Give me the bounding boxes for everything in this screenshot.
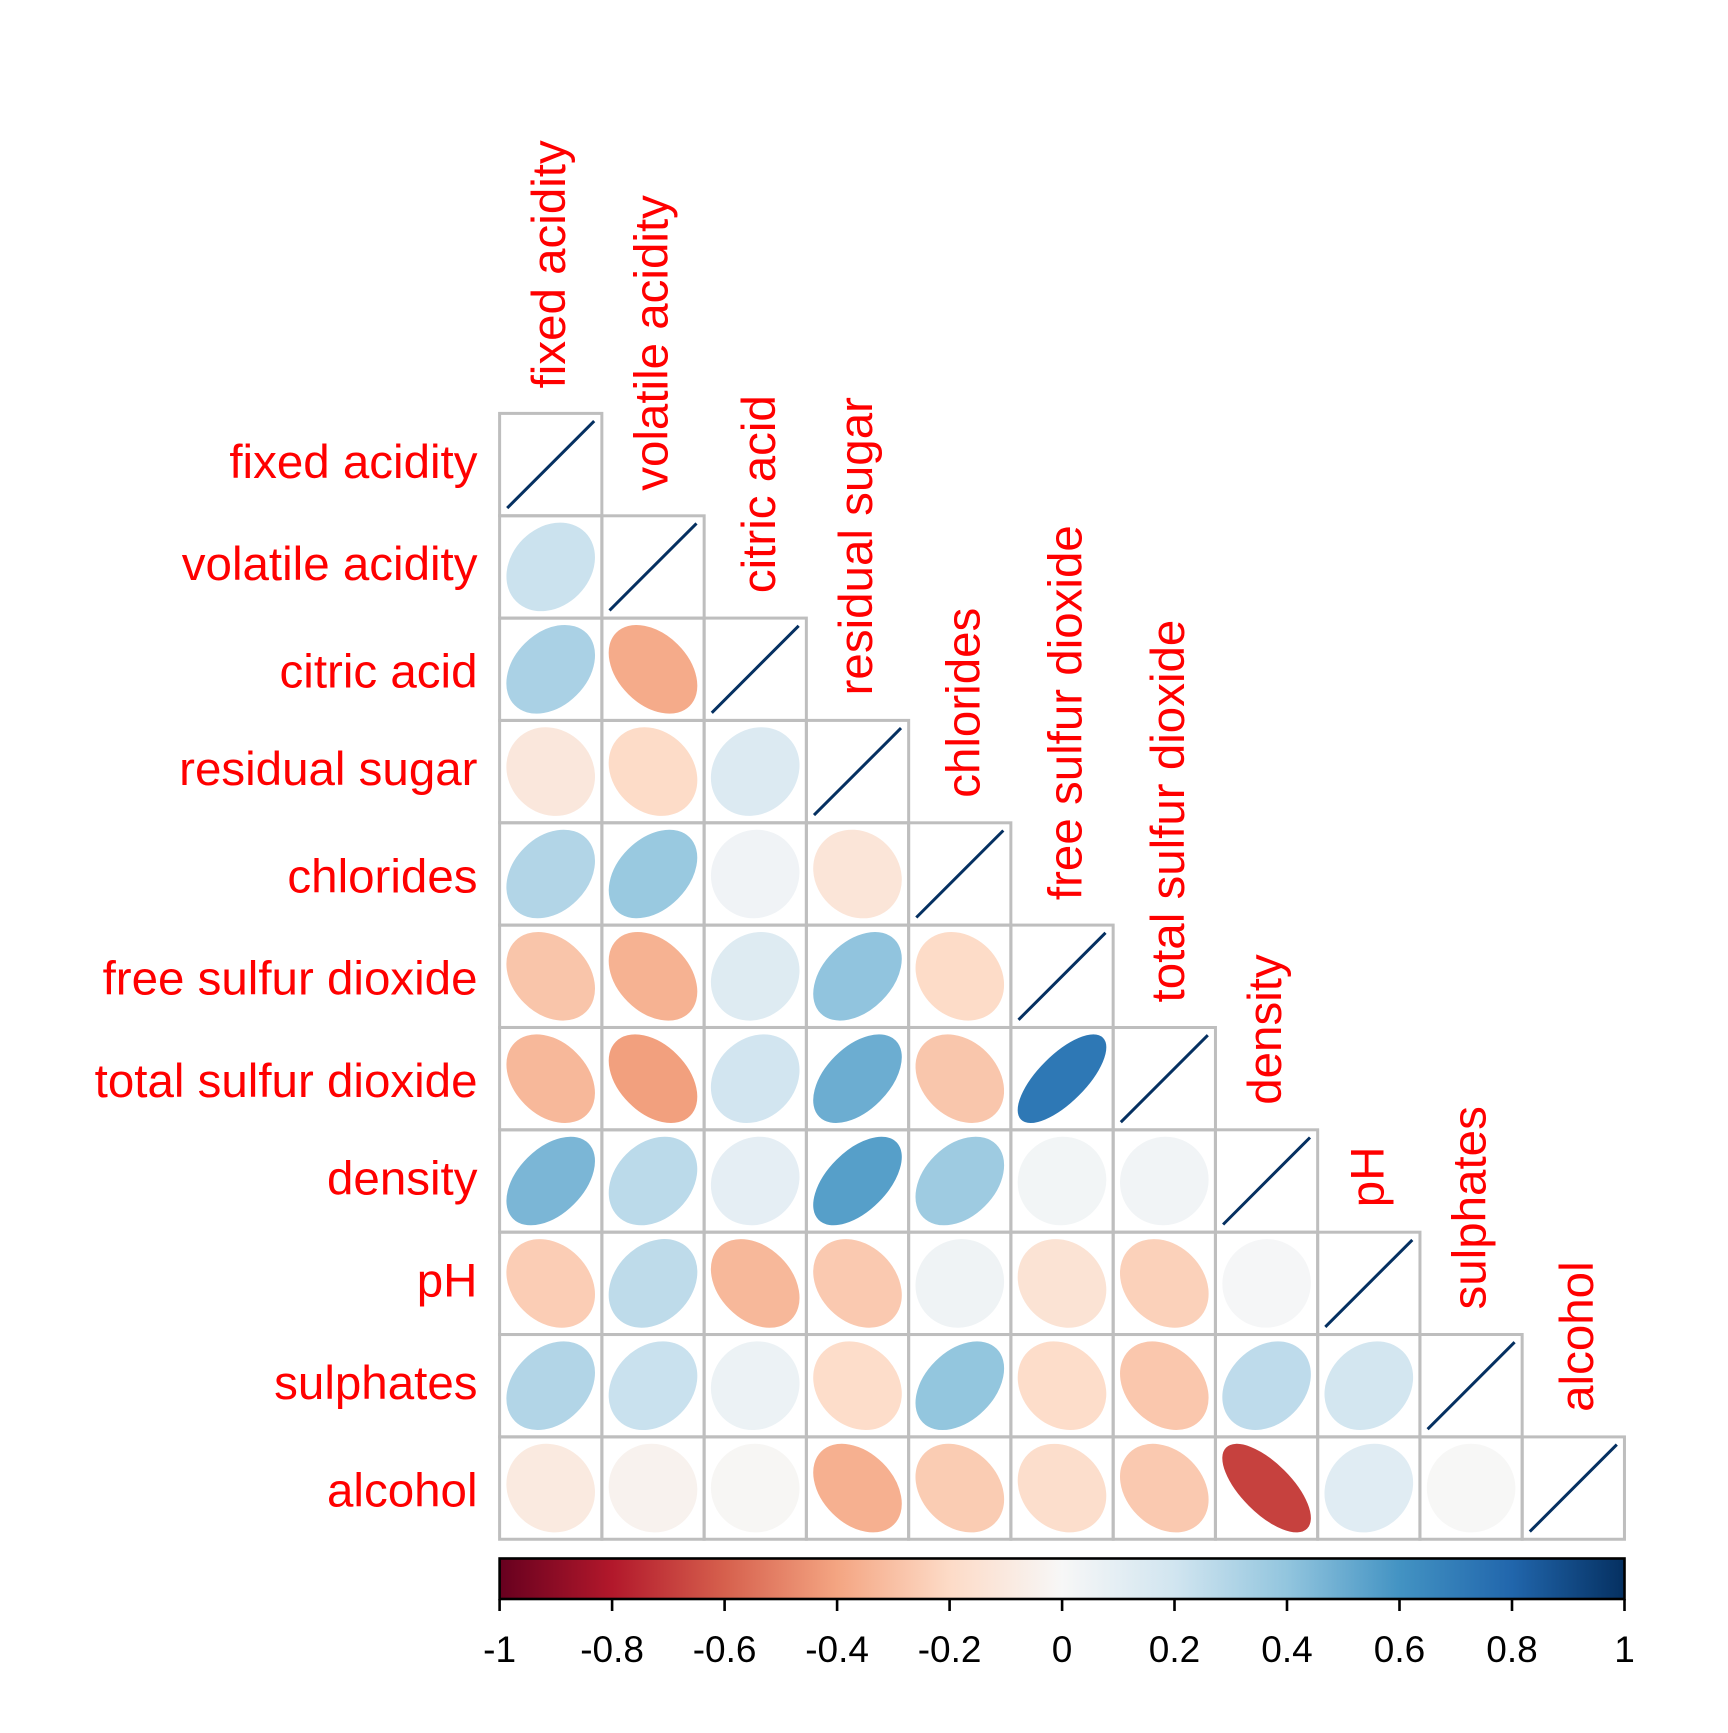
svg-text:total sulfur dioxide: total sulfur dioxide bbox=[1142, 620, 1195, 1003]
svg-text:0.6: 0.6 bbox=[1374, 1629, 1425, 1670]
svg-text:citric acid: citric acid bbox=[733, 395, 786, 593]
svg-text:fixed acidity: fixed acidity bbox=[229, 436, 477, 489]
svg-text:sulphates: sulphates bbox=[274, 1357, 477, 1410]
svg-text:residual sugar: residual sugar bbox=[179, 743, 478, 796]
svg-text:free sulfur dioxide: free sulfur dioxide bbox=[1040, 525, 1093, 900]
svg-text:1: 1 bbox=[1614, 1629, 1635, 1670]
svg-text:total sulfur dioxide: total sulfur dioxide bbox=[95, 1055, 478, 1108]
svg-text:0.8: 0.8 bbox=[1486, 1629, 1537, 1670]
svg-text:volatile acidity: volatile acidity bbox=[182, 538, 478, 591]
svg-text:pH: pH bbox=[1341, 1146, 1394, 1207]
svg-text:-0.2: -0.2 bbox=[918, 1629, 982, 1670]
svg-text:volatile acidity: volatile acidity bbox=[626, 195, 679, 491]
svg-text:0: 0 bbox=[1052, 1629, 1073, 1670]
svg-text:alcohol: alcohol bbox=[1551, 1261, 1604, 1412]
svg-text:density: density bbox=[327, 1152, 478, 1205]
svg-text:0.4: 0.4 bbox=[1261, 1629, 1312, 1670]
svg-text:0.2: 0.2 bbox=[1149, 1629, 1200, 1670]
svg-text:density: density bbox=[1239, 954, 1292, 1105]
svg-text:-1: -1 bbox=[483, 1629, 516, 1670]
svg-text:citric acid: citric acid bbox=[280, 646, 478, 699]
svg-text:-0.6: -0.6 bbox=[693, 1629, 757, 1670]
svg-text:free sulfur dioxide: free sulfur dioxide bbox=[103, 953, 478, 1006]
svg-text:chlorides: chlorides bbox=[287, 850, 477, 903]
svg-text:pH: pH bbox=[417, 1255, 478, 1308]
svg-text:fixed acidity: fixed acidity bbox=[523, 140, 576, 388]
svg-text:residual sugar: residual sugar bbox=[830, 397, 883, 696]
svg-text:-0.4: -0.4 bbox=[805, 1629, 869, 1670]
svg-text:alcohol: alcohol bbox=[327, 1464, 478, 1517]
svg-text:-0.8: -0.8 bbox=[580, 1629, 644, 1670]
svg-text:sulphates: sulphates bbox=[1444, 1106, 1497, 1309]
svg-text:chlorides: chlorides bbox=[937, 608, 990, 798]
